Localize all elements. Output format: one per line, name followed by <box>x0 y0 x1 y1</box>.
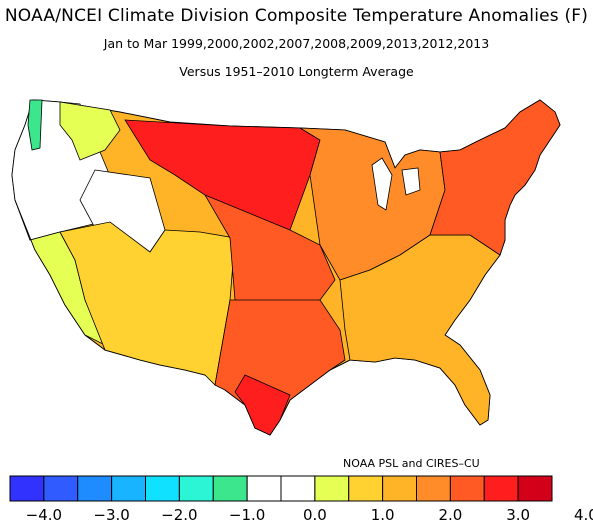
colorbar-swatch <box>145 475 180 502</box>
colorbar-swatch <box>314 475 350 502</box>
great-lake-2 <box>401 167 421 196</box>
region-southwest <box>59 221 236 386</box>
credit-label: NOAA PSL and CIRES–CU <box>343 457 480 470</box>
colorbar-swatch <box>178 475 214 502</box>
colorbar-tick-label: −3.0 <box>93 506 130 524</box>
map-subtitle-period: Jan to Mar 1999,2000,2002,2007,2008,2009… <box>103 36 490 51</box>
colorbar-swatch <box>449 475 485 502</box>
colorbar-swatch <box>517 475 553 502</box>
colorbar-swatch <box>9 475 45 502</box>
colorbar-tick-label: −1.0 <box>228 506 266 524</box>
map-title: NOAA/NCEI Climate Division Composite Tem… <box>4 6 589 26</box>
great-lake-1 <box>371 157 393 211</box>
colorbar-tick-label: 1.0 <box>370 506 395 524</box>
region-inland-northwest <box>59 101 121 161</box>
colorbar-swatch <box>280 475 316 502</box>
colorbar-swatch <box>212 475 248 502</box>
colorbar-swatch <box>246 475 282 502</box>
region-northeast <box>429 99 561 256</box>
colorbar-swatch <box>111 475 147 502</box>
colorbar-tick-label: 4.0 <box>573 506 593 524</box>
colorbar-swatch <box>43 475 79 502</box>
colorbar-tick-label: −2.0 <box>161 506 198 524</box>
colorbar-swatch <box>348 475 384 502</box>
region-california <box>14 199 106 346</box>
colorbar-swatch <box>77 475 113 502</box>
colorbar-tick-label: 0.0 <box>302 506 327 524</box>
colorbar-swatch <box>483 475 519 502</box>
map-subtitle-baseline: Versus 1951–2010 Longterm Average <box>179 64 414 79</box>
colorbar-swatch <box>382 475 418 502</box>
region-south-texas <box>234 374 291 436</box>
colorbar-swatch <box>416 475 451 502</box>
region-puget-sound <box>27 99 43 151</box>
colorbar-tick-label: −4.0 <box>25 506 63 524</box>
colorbar-tick-label: 2.0 <box>438 506 463 524</box>
colorbar-tick-label: 3.0 <box>506 506 531 524</box>
